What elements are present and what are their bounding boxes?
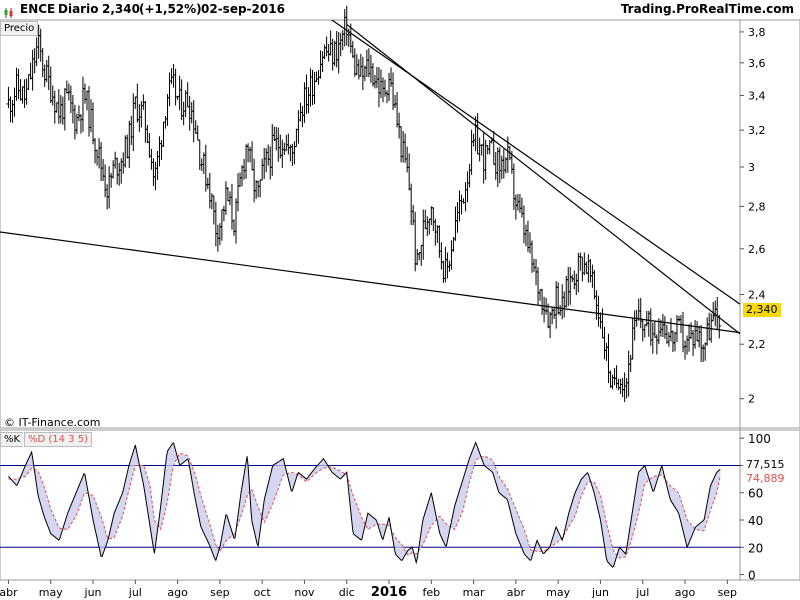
stoch-tick-label: 0 bbox=[748, 569, 756, 583]
price-tick-label: 3,4 bbox=[748, 89, 766, 102]
price-tick-label: 3,6 bbox=[748, 57, 766, 70]
k-value-tag: 77,515 bbox=[743, 458, 788, 472]
x-tick-label: jul bbox=[128, 586, 142, 599]
x-tick-label: nov bbox=[294, 586, 315, 599]
x-tick-label: jun bbox=[591, 586, 609, 599]
price-panel-tag[interactable]: Precio bbox=[0, 21, 39, 36]
price-tick-label: 2 bbox=[748, 393, 755, 406]
price-tick-label: 2,8 bbox=[748, 200, 766, 213]
stoch-tick-label: 100 bbox=[748, 432, 771, 446]
x-tick-label: may bbox=[39, 586, 63, 599]
stoch-k-line bbox=[8, 441, 721, 568]
x-tick-label: abr bbox=[507, 586, 526, 599]
d-value-tag: 74,889 bbox=[743, 472, 788, 486]
price-tick-label: 3,2 bbox=[748, 124, 766, 137]
x-tick-label: jul bbox=[635, 586, 649, 599]
x-tick-label: jun bbox=[84, 586, 102, 599]
header-period: Diario bbox=[58, 2, 99, 16]
x-tick-label: sep bbox=[718, 586, 737, 599]
header-symbol: ENCE bbox=[20, 2, 56, 16]
price-tick-label: 2,2 bbox=[748, 338, 766, 351]
trendline bbox=[330, 20, 740, 305]
price-tick-label: 3,8 bbox=[748, 26, 766, 39]
stoch-fill-area bbox=[8, 442, 721, 568]
x-tick-label: 2016 bbox=[371, 585, 407, 600]
stoch-k-label[interactable]: %K bbox=[0, 432, 24, 447]
x-tick-label: feb bbox=[423, 586, 441, 599]
x-tick-label: dic bbox=[339, 586, 355, 599]
header-price: 2,340 bbox=[102, 2, 140, 16]
header-change: (+1,52%) bbox=[139, 2, 202, 16]
x-tick-label: abr bbox=[0, 586, 18, 599]
x-tick-label: sep bbox=[210, 586, 229, 599]
x-tick-label: oct bbox=[254, 586, 272, 599]
candlestick-logo-icon bbox=[3, 4, 15, 18]
price-panel-frame bbox=[0, 19, 800, 429]
x-tick-label: may bbox=[546, 586, 570, 599]
x-tick-label: mar bbox=[463, 586, 485, 599]
stoch-d-line bbox=[8, 452, 721, 559]
ohlc-bars bbox=[6, 5, 722, 403]
price-tick-label: 2,4 bbox=[748, 289, 766, 302]
last-price-tag: 2,340 bbox=[743, 303, 781, 317]
header-source[interactable]: Trading.ProRealTime.com bbox=[620, 2, 794, 16]
stoch-tick-label: 60 bbox=[748, 487, 763, 501]
stoch-tick-label: 20 bbox=[748, 541, 763, 555]
stoch-d-label[interactable]: %D (14 3 5) bbox=[24, 432, 92, 447]
credit-text: © IT-Finance.com bbox=[4, 416, 101, 429]
price-tick-label: 3 bbox=[748, 161, 755, 174]
trendline bbox=[0, 231, 740, 334]
x-tick-label: ago bbox=[167, 586, 188, 599]
x-tick-label: ago bbox=[675, 586, 696, 599]
stoch-tick-label: 40 bbox=[748, 514, 763, 528]
header-date: 02-sep-2016 bbox=[201, 2, 285, 16]
price-tick-label: 2,6 bbox=[748, 243, 766, 256]
